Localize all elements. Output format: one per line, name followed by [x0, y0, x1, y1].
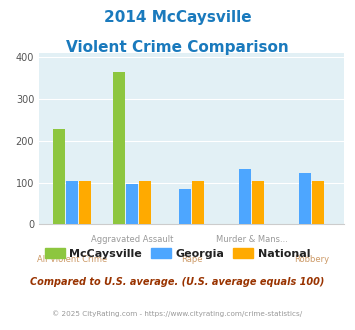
Bar: [299, 173, 311, 224]
Text: Robbery: Robbery: [294, 255, 329, 264]
Bar: [126, 184, 138, 224]
Bar: [79, 181, 91, 224]
Text: Violent Crime Comparison: Violent Crime Comparison: [66, 40, 289, 54]
Text: All Violent Crime: All Violent Crime: [37, 255, 107, 264]
Bar: [113, 72, 125, 224]
Bar: [312, 181, 324, 224]
Bar: [239, 169, 251, 224]
Text: © 2025 CityRating.com - https://www.cityrating.com/crime-statistics/: © 2025 CityRating.com - https://www.city…: [53, 310, 302, 317]
Text: Aggravated Assault: Aggravated Assault: [91, 235, 173, 244]
Text: 2014 McCaysville: 2014 McCaysville: [104, 10, 251, 25]
Text: Compared to U.S. average. (U.S. average equals 100): Compared to U.S. average. (U.S. average …: [30, 277, 325, 287]
Bar: [252, 181, 264, 224]
Text: Murder & Mans...: Murder & Mans...: [215, 235, 288, 244]
Bar: [66, 181, 78, 224]
Text: Rape: Rape: [181, 255, 202, 264]
Legend: McCaysville, Georgia, National: McCaysville, Georgia, National: [40, 243, 315, 263]
Bar: [139, 181, 151, 224]
Bar: [179, 189, 191, 224]
Bar: [192, 181, 204, 224]
Bar: [53, 129, 65, 224]
